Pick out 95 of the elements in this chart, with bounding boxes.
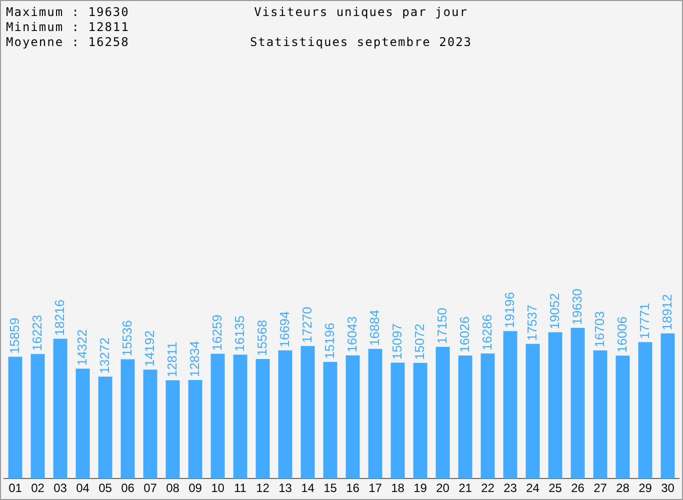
x-tick-label: 13 — [278, 481, 292, 496]
data-label: 12834 — [186, 340, 202, 378]
bar — [166, 380, 180, 479]
x-tick-label: 11 — [234, 481, 247, 496]
x-tick-label: 15 — [324, 481, 338, 496]
data-label: 14192 — [142, 330, 157, 367]
bar — [278, 350, 292, 479]
chart-subtitle: Statistiques septembre 2023 — [248, 35, 474, 50]
bar — [300, 346, 315, 479]
x-tick-label: 05 — [98, 481, 112, 496]
data-label: 12811 — [164, 342, 180, 378]
bar — [256, 359, 270, 479]
x-tick-label: 20 — [436, 481, 450, 496]
data-label: 17771 — [636, 302, 652, 340]
bar — [346, 355, 360, 479]
x-tick-label: 29 — [638, 481, 652, 496]
data-label: 16694 — [276, 311, 292, 348]
text: Moyenne : 16258 — [6, 35, 130, 50]
data-label: 15072 — [412, 324, 427, 360]
x-tick-label: 30 — [661, 481, 675, 496]
bar — [98, 376, 112, 479]
bar — [616, 356, 630, 479]
data-label: 18216 — [52, 300, 67, 336]
bar — [660, 333, 675, 479]
x-tick-label: 16 — [346, 481, 360, 496]
text: Maximum : 19630 — [6, 5, 130, 20]
x-tick-label: 03 — [54, 481, 68, 496]
x-tick-label: 28 — [616, 481, 630, 496]
bar — [8, 356, 22, 479]
x-tick-label: 22 — [481, 481, 495, 496]
data-label: 15859 — [6, 318, 22, 354]
x-tick-label: 12 — [256, 481, 270, 496]
data-label: 17150 — [434, 308, 450, 344]
x-tick-label: 18 — [391, 481, 405, 496]
data-label: 16259 — [209, 314, 224, 351]
bar — [210, 354, 225, 479]
data-label: 13272 — [96, 338, 112, 374]
chart-title: Visiteurs uniques par jour — [253, 5, 469, 20]
bar — [390, 362, 405, 479]
data-label: 16043 — [344, 316, 360, 352]
data-label: 16223 — [29, 314, 44, 352]
x-tick-label: 06 — [121, 481, 135, 496]
x-tick-label: 09 — [188, 481, 202, 496]
x-tick-label: 08 — [166, 481, 180, 496]
bar — [526, 344, 540, 479]
x-tick-label: 17 — [368, 481, 382, 496]
x-tick-label: 24 — [526, 481, 540, 496]
data-label: 18912 — [659, 294, 674, 330]
bar — [143, 370, 158, 479]
data-label: 16286 — [479, 314, 494, 351]
x-tick-label: 07 — [144, 481, 158, 496]
bar — [413, 362, 428, 479]
x-tick-label: 10 — [211, 481, 225, 496]
bar — [323, 362, 338, 479]
bar — [548, 332, 562, 479]
data-label: 16703 — [592, 311, 607, 348]
bar — [593, 350, 608, 479]
bar — [30, 354, 45, 479]
bar — [120, 359, 135, 479]
data-label: 15536 — [119, 320, 134, 356]
text: Minimum : 12811 — [6, 20, 130, 35]
x-tick-label: 26 — [571, 481, 585, 496]
data-label: 16026 — [456, 316, 472, 353]
bar — [53, 338, 68, 479]
data-label: 19196 — [502, 292, 517, 328]
bar — [233, 354, 248, 479]
data-label: 19630 — [569, 288, 584, 325]
x-tick-label: 01 — [8, 481, 22, 496]
data-label: 16135 — [232, 316, 247, 352]
data-label: 15568 — [254, 320, 270, 356]
bar — [638, 342, 652, 479]
x-tick-label: 23 — [504, 481, 518, 496]
x-tick-label: 14 — [301, 481, 315, 496]
data-label: 16006 — [614, 316, 630, 353]
x-tick-label: 04 — [76, 481, 90, 496]
bar — [188, 380, 202, 479]
bar — [503, 331, 518, 479]
data-label: 17537 — [524, 304, 540, 341]
x-tick-label: 21 — [458, 481, 472, 496]
x-tick-label: 27 — [594, 481, 608, 496]
data-label: 19052 — [546, 293, 562, 330]
bar — [436, 346, 450, 479]
bar — [368, 348, 382, 479]
bar — [480, 354, 495, 479]
bar — [570, 328, 585, 479]
x-tick-label: 19 — [414, 481, 428, 496]
bar — [458, 356, 472, 479]
bar — [76, 368, 90, 479]
data-label: 15196 — [322, 322, 337, 359]
data-label: 15097 — [389, 324, 404, 360]
data-label: 17270 — [299, 306, 314, 343]
x-tick-label: 02 — [31, 481, 45, 496]
data-label: 14322 — [74, 329, 90, 366]
data-label: 16884 — [366, 310, 382, 346]
x-tick-label: 25 — [548, 481, 562, 496]
